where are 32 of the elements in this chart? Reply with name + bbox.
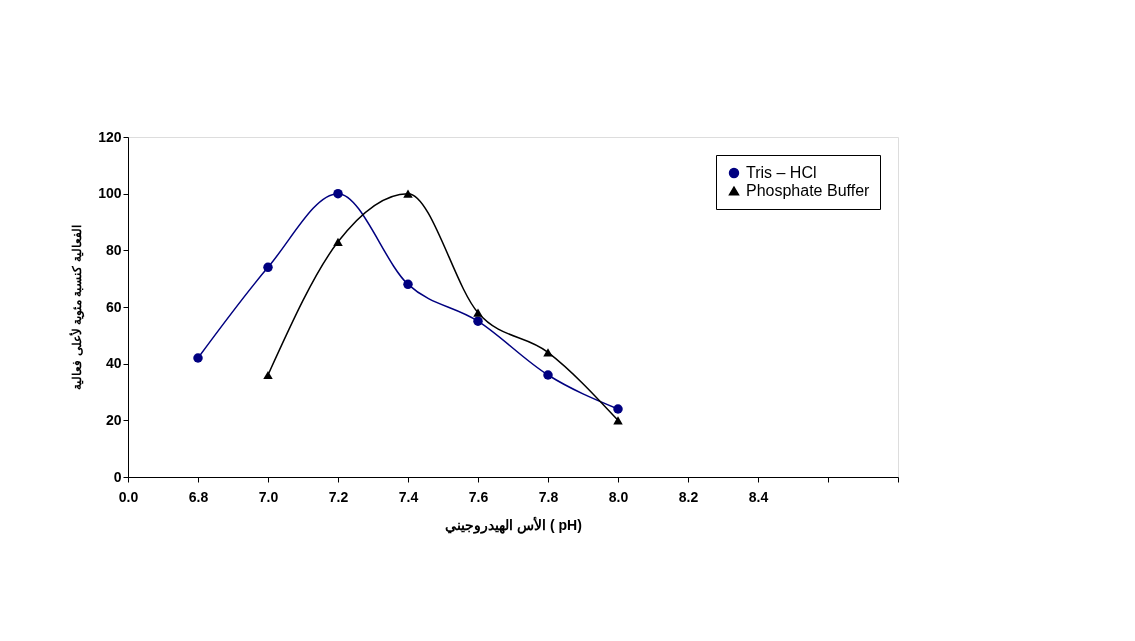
x-axis-title: الأس الهيدروجيني ( pH) xyxy=(445,515,582,534)
point xyxy=(613,404,623,414)
x-tick-label: 8.2 xyxy=(678,488,699,505)
y-tick-label: 40 xyxy=(105,355,122,372)
point xyxy=(333,237,343,246)
point xyxy=(263,370,273,380)
x-tick-label: 7.2 xyxy=(328,488,349,505)
point xyxy=(473,316,483,326)
y-axis-title: الفعالية كنسبة مئوية لأعلى فعالية xyxy=(69,225,86,390)
point xyxy=(193,353,203,363)
point xyxy=(333,188,343,199)
x-tick-label: 7.8 xyxy=(538,488,559,505)
x-tick-label: 7.4 xyxy=(398,488,419,505)
point xyxy=(473,308,483,317)
y-tick-label: 120 xyxy=(98,128,122,145)
point xyxy=(403,279,413,290)
y-tick-label: 0 xyxy=(113,468,122,485)
x-tick-label: 0.0 xyxy=(118,488,139,505)
y-tick-label: 20 xyxy=(105,411,122,428)
y-tick-label: 60 xyxy=(105,298,122,315)
point xyxy=(263,262,273,273)
x-tick-label: 8.4 xyxy=(748,488,769,505)
legend-label: Phosphate Buffer xyxy=(746,182,871,199)
x-tick-label: 7.0 xyxy=(258,488,279,505)
x-tick-label: 6.8 xyxy=(188,488,209,505)
point xyxy=(403,189,413,198)
y-tick-label: 80 xyxy=(105,241,122,258)
x-tick-label: 7.6 xyxy=(468,488,489,505)
legend-label: Tris – HCl xyxy=(746,164,817,181)
x-tick-label: 8.0 xyxy=(608,488,629,505)
y-tick-label: 100 xyxy=(98,185,122,202)
point xyxy=(543,370,553,380)
